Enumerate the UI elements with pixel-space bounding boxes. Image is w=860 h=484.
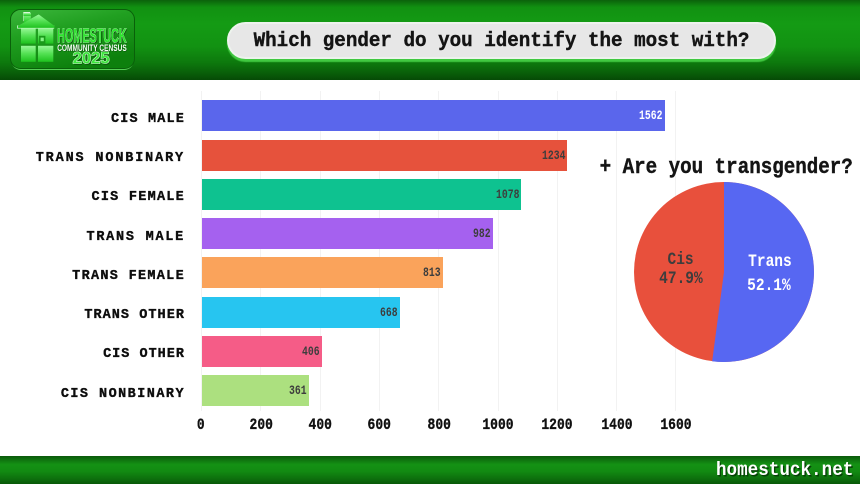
svg-text:2025: 2025 <box>73 50 110 68</box>
svg-text:COMMUNITY CENSUS: COMMUNITY CENSUS <box>57 43 127 53</box>
svg-text:COMMUNITY CENSUS: COMMUNITY CENSUS <box>58 44 128 54</box>
svg-text:2025: 2025 <box>74 51 111 69</box>
svg-text:HOMESTUCK: HOMESTUCK <box>57 26 127 48</box>
svg-text:HOMESTUCK: HOMESTUCK <box>58 27 128 49</box>
